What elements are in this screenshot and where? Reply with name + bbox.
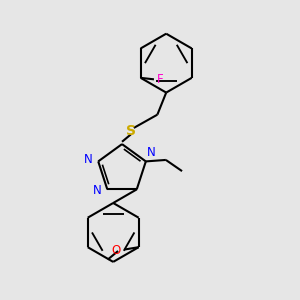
Text: F: F — [157, 73, 164, 86]
Text: O: O — [112, 244, 121, 256]
Text: N: N — [93, 184, 102, 197]
Text: S: S — [126, 124, 136, 138]
Text: N: N — [84, 153, 93, 167]
Text: N: N — [147, 146, 156, 159]
